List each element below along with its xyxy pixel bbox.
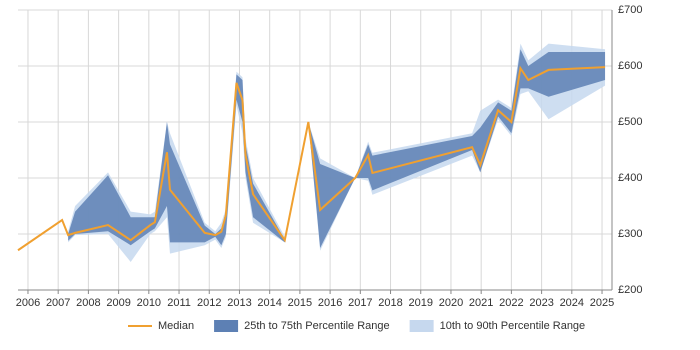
x-tick-label: 2024: [560, 297, 584, 309]
x-tick-label: 2006: [16, 297, 40, 309]
median-line: [17, 65, 606, 252]
x-tick-label: 2023: [529, 297, 553, 309]
x-tick-label: 2020: [439, 297, 463, 309]
x-tick-label: 2014: [257, 297, 281, 309]
x-tick-label: 2021: [469, 297, 493, 309]
x-tick-label: 2016: [318, 297, 342, 309]
x-tick-label: 2012: [197, 297, 221, 309]
x-tick-label: 2010: [137, 297, 161, 309]
legend-label: 10th to 90th Percentile Range: [440, 320, 586, 332]
y-tick-label: £300: [618, 228, 642, 240]
x-tick-label: 2008: [76, 297, 100, 309]
x-tick-label: 2013: [227, 297, 251, 309]
x-tick-label: 2025: [590, 297, 614, 309]
legend-swatch: [214, 320, 239, 332]
legend-swatch: [409, 320, 434, 332]
y-tick-label: £400: [618, 172, 642, 184]
x-tick-label: 2019: [409, 297, 433, 309]
x-tick-label: 2018: [378, 297, 402, 309]
y-tick-label: £500: [618, 116, 642, 128]
y-tick-label: £600: [618, 60, 642, 72]
legend-label: 25th to 75th Percentile Range: [244, 320, 390, 332]
y-tick-label: £200: [618, 284, 642, 296]
x-tick-label: 2009: [106, 297, 130, 309]
legend-label: Median: [158, 320, 194, 332]
x-tick-label: 2017: [348, 297, 372, 309]
x-tick-label: 2007: [46, 297, 70, 309]
y-tick-label: £700: [618, 4, 642, 16]
x-tick-label: 2022: [499, 297, 523, 309]
x-tick-label: 2015: [288, 297, 312, 309]
x-tick-label: 2011: [167, 297, 191, 309]
